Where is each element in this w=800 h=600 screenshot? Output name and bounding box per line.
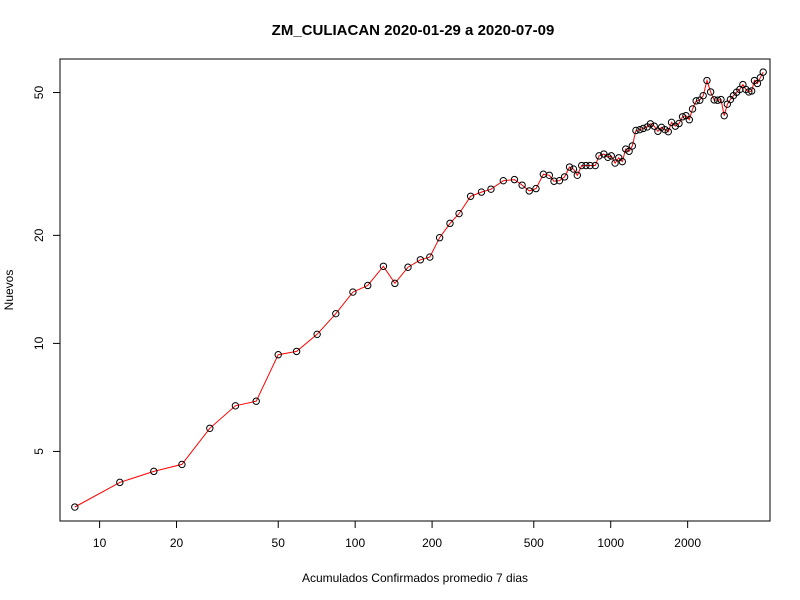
y-axis: 5 10 20 50: [32, 86, 61, 455]
x-tick-label: 1000: [597, 536, 624, 550]
data-point: [625, 147, 633, 155]
series-line: [74, 71, 764, 508]
data-point: [555, 176, 564, 185]
data-point: [667, 118, 676, 127]
y-tick-label: 5: [32, 448, 46, 455]
y-tick-label: 10: [32, 336, 46, 350]
data-point: [591, 161, 599, 170]
data-point: [178, 460, 186, 469]
data-point: [675, 119, 683, 128]
data-point: [703, 76, 711, 85]
data-point: [569, 165, 578, 173]
data-point: [607, 152, 615, 160]
data-point: [692, 97, 700, 105]
data-point: [416, 256, 425, 264]
data-point: [753, 79, 762, 88]
data-point: [404, 263, 412, 271]
data-point: [455, 209, 463, 218]
data-point: [611, 159, 619, 167]
data-point: [586, 161, 594, 170]
data-point: [717, 95, 725, 104]
data-point: [206, 424, 214, 433]
data-point: [573, 171, 581, 180]
data-point: [487, 185, 495, 193]
data-point: [650, 122, 658, 130]
data-point: [646, 120, 655, 128]
data-point: [332, 309, 340, 318]
x-tick-label: 2000: [674, 536, 701, 550]
data-point: [510, 175, 519, 184]
data-point: [706, 88, 715, 96]
x-axis-label: Acumulados Confirmados promedio 7 dias: [302, 571, 528, 585]
data-point: [532, 184, 540, 193]
data-point: [639, 124, 647, 133]
data-point: [426, 253, 434, 261]
data-point: [565, 163, 574, 171]
data-point: [525, 187, 533, 195]
data-point: [628, 142, 637, 150]
data-point: [518, 181, 526, 189]
data-point: [231, 402, 240, 410]
data-point: [150, 467, 158, 476]
data-point: [560, 173, 569, 181]
data-point: [636, 125, 644, 134]
data-point: [699, 91, 707, 100]
data-point: [435, 234, 444, 242]
data-point: [685, 116, 694, 124]
data-point: [550, 177, 558, 185]
series-layer: [71, 68, 767, 511]
x-tick-label: 100: [345, 536, 365, 550]
data-point: [116, 478, 124, 487]
y-axis-label: Nuevos: [2, 270, 16, 311]
data-point: [604, 153, 612, 161]
data-point: [632, 126, 640, 135]
data-point: [747, 87, 756, 95]
data-point: [364, 281, 372, 290]
data-point: [759, 68, 767, 76]
data-point: [545, 171, 553, 180]
data-point: [349, 288, 357, 296]
data-point: [466, 192, 475, 200]
data-point: [618, 157, 627, 166]
y-tick-label: 50: [32, 86, 46, 100]
data-point: [678, 113, 687, 121]
data-point: [582, 161, 590, 170]
x-tick-label: 20: [170, 536, 184, 550]
x-axis: 10 20 50 100 200 500 1000 2000: [93, 520, 701, 550]
data-point: [578, 161, 586, 170]
data-point: [595, 152, 603, 160]
data-point: [477, 188, 486, 196]
data-point: [499, 176, 508, 185]
data-point: [713, 96, 722, 104]
x-tick-label: 200: [422, 536, 442, 550]
data-point: [688, 105, 697, 113]
data-point: [756, 73, 765, 82]
x-tick-label: 10: [93, 536, 107, 550]
chart-title: ZM_CULIACAN 2020-01-29 a 2020-07-09: [272, 22, 555, 39]
data-point: [71, 503, 79, 511]
data-point: [446, 219, 454, 228]
x-tick-label: 50: [272, 536, 286, 550]
data-point: [252, 397, 260, 405]
data-point: [391, 279, 399, 288]
data-point: [379, 262, 388, 270]
y-tick-label: 20: [32, 228, 46, 242]
data-point: [664, 127, 673, 136]
data-point: [720, 111, 728, 120]
x-tick-label: 500: [524, 536, 544, 550]
data-point: [313, 330, 321, 339]
data-point: [292, 347, 301, 356]
data-point: [274, 351, 282, 359]
